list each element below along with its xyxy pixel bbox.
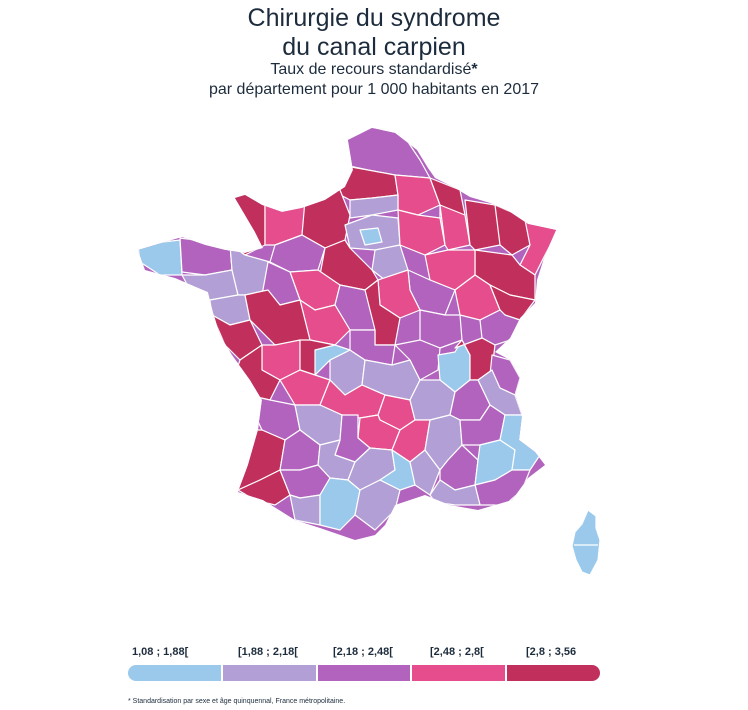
legend-swatch-4 (412, 665, 508, 681)
department-region (314, 344, 351, 376)
legend-label-3: [2,18 ; 2,48[ (333, 646, 393, 658)
legend-labels: 1,08 ; 1,88[ [1,88 ; 2,18[ [2,18 ; 2,48[… (128, 646, 600, 662)
department-region (229, 189, 266, 256)
legend-color-bar (128, 665, 600, 681)
legend-swatch-5 (507, 665, 600, 681)
map-subtitle: Taux de recours standardisé* par départe… (0, 60, 748, 100)
subtitle-star: * (471, 61, 478, 78)
legend-swatch-1 (128, 665, 223, 681)
department-region (181, 269, 239, 301)
france-choropleth-map (138, 128, 601, 576)
mainland-departments (138, 128, 556, 540)
department-region (409, 379, 456, 421)
legend-label-5: [2,8 ; 3,56 (526, 646, 577, 658)
subtitle-line-2: par département pour 1 000 habitants en … (208, 81, 540, 98)
footnote: * Standardisation par sexe et âge quinqu… (128, 698, 346, 705)
legend-label-4: [2,48 ; 2,8[ (430, 646, 484, 658)
department-region (474, 469, 531, 506)
legend-swatch-3 (317, 665, 413, 681)
department-region (439, 204, 471, 251)
department-region (359, 227, 383, 246)
department-region (349, 329, 396, 366)
department-region (179, 237, 233, 276)
legend-swatch-2 (222, 665, 318, 681)
department-region (289, 494, 321, 526)
department-region (394, 339, 441, 381)
legend-label-1: 1,08 ; 1,88[ (132, 646, 189, 658)
department-region (244, 289, 311, 346)
title-line-2: du canal carpien (282, 33, 466, 61)
department-region (409, 449, 441, 496)
legend-label-2: [1,88 ; 2,18[ (238, 646, 298, 658)
subtitle-line-1: Taux de recours standardisé (270, 61, 472, 78)
map-title: Chirurgie du syndrome du canal carpien (0, 4, 748, 62)
department-region (138, 239, 183, 276)
title-line-1: Chirurgie du syndrome (247, 4, 501, 32)
corsica-department (571, 509, 601, 576)
